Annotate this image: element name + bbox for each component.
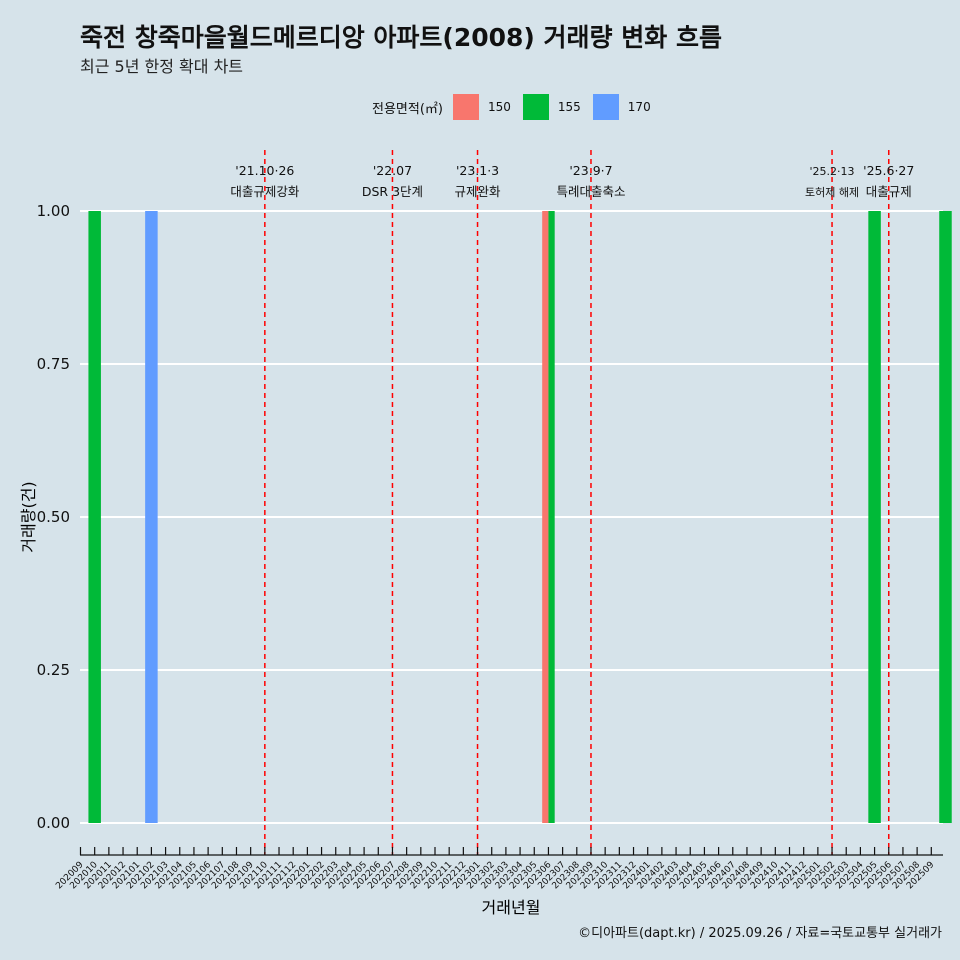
grid-lines [80, 210, 943, 824]
event-label: 특례대출축소 [556, 184, 625, 199]
bar-155-202306 [548, 211, 555, 823]
legend-label-170: 170 [627, 100, 651, 114]
event-date: '22.07 [373, 163, 412, 178]
chart-subtitle: 최근 5년 한정 확대 차트 [80, 57, 244, 76]
bar-155-202510 [939, 211, 952, 823]
legend-key-155 [522, 94, 549, 120]
event-date: '25.6·27 [863, 163, 914, 178]
event-label: 대출규제강화 [230, 184, 300, 199]
y-tick-label: 0.75 [37, 355, 70, 373]
x-axis-label: 거래년월 [482, 898, 541, 917]
legend-label-155: 155 [557, 100, 581, 114]
bars [88, 211, 952, 823]
legend-key-170 [592, 94, 619, 120]
legend: 전용면적(㎡) 150 155 170 [372, 93, 663, 121]
chart-title: 죽전 창죽마을월드메르디앙 아파트(2008) 거래량 변화 흐름 [80, 23, 722, 52]
event-date: '23.9·7 [569, 163, 612, 178]
y-tick-label: 0.00 [37, 814, 70, 832]
y-axis-label: 거래량(건) [19, 481, 38, 552]
bar-170-202102 [145, 211, 158, 823]
event-label: 토허제 해제 [805, 185, 859, 199]
event-date: '21.10·26 [235, 163, 294, 178]
event-label: 대출규제 [866, 184, 912, 199]
legend-title: 전용면적(㎡) [372, 101, 443, 117]
legend-label-150: 150 [487, 100, 511, 114]
event-label: DSR 3단계 [362, 184, 423, 199]
y-tick-label: 0.50 [37, 508, 70, 526]
legend-key-150 [452, 94, 479, 120]
bar-155-202010 [88, 211, 101, 823]
y-tick-label: 1.00 [37, 202, 70, 220]
y-tick-label: 0.25 [37, 661, 70, 679]
event-lines: '21.10·26 대출규제강화 '22.07 DSR 3단계 '23.1·3 규제완화 '… [230, 150, 914, 855]
event-label: 규제완화 [455, 184, 502, 199]
event-date: '23.1·3 [456, 163, 499, 178]
bar-155-202505 [868, 211, 881, 823]
x-axis: 2020092020102020112020122021012021022021… [54, 847, 943, 891]
bar-150-202306 [542, 211, 549, 823]
event-date: '25.2·13 [810, 165, 855, 178]
y-axis: 0.00 0.25 0.50 0.75 1.00 [37, 202, 70, 832]
source-caption: ©디아파트(dapt.kr) / 2025.09.26 / 자료=국토교통부 실… [578, 926, 942, 941]
